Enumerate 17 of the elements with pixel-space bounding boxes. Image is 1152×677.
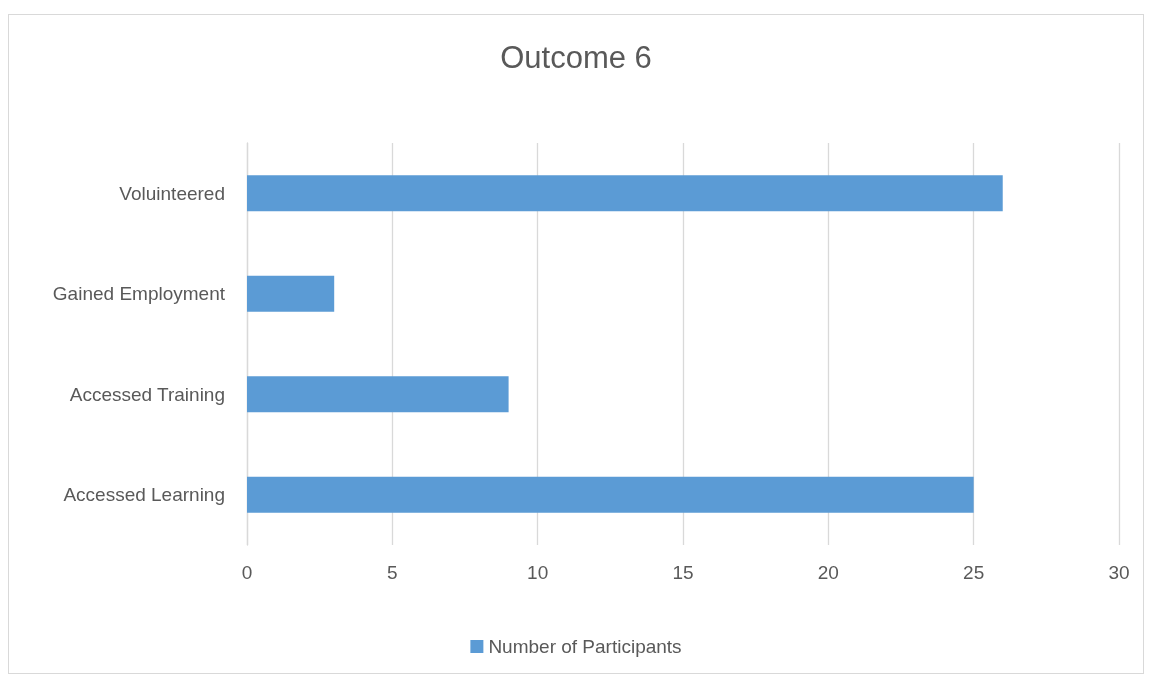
x-tick-label: 30 [1108, 562, 1130, 583]
y-tick-label: Accessed Training [69, 383, 225, 405]
bar [247, 376, 509, 413]
bar [247, 275, 335, 312]
bar [247, 476, 974, 513]
x-tick-label: 15 [672, 562, 694, 583]
x-tick-label: 5 [387, 562, 398, 583]
chart-title: Outcome 6 [500, 40, 652, 75]
x-tick-label: 10 [527, 562, 549, 583]
x-tick-label: 0 [241, 562, 253, 583]
bar [247, 175, 1003, 212]
legend-label: Number of Participants [488, 636, 682, 657]
y-tick-label: Gained Employment [52, 283, 226, 305]
y-tick-label: Accessed Learning [63, 484, 225, 506]
x-tick-label: 25 [963, 562, 985, 583]
x-tick-label: 20 [817, 562, 839, 583]
y-tick-label: Voluinteered [119, 182, 225, 204]
